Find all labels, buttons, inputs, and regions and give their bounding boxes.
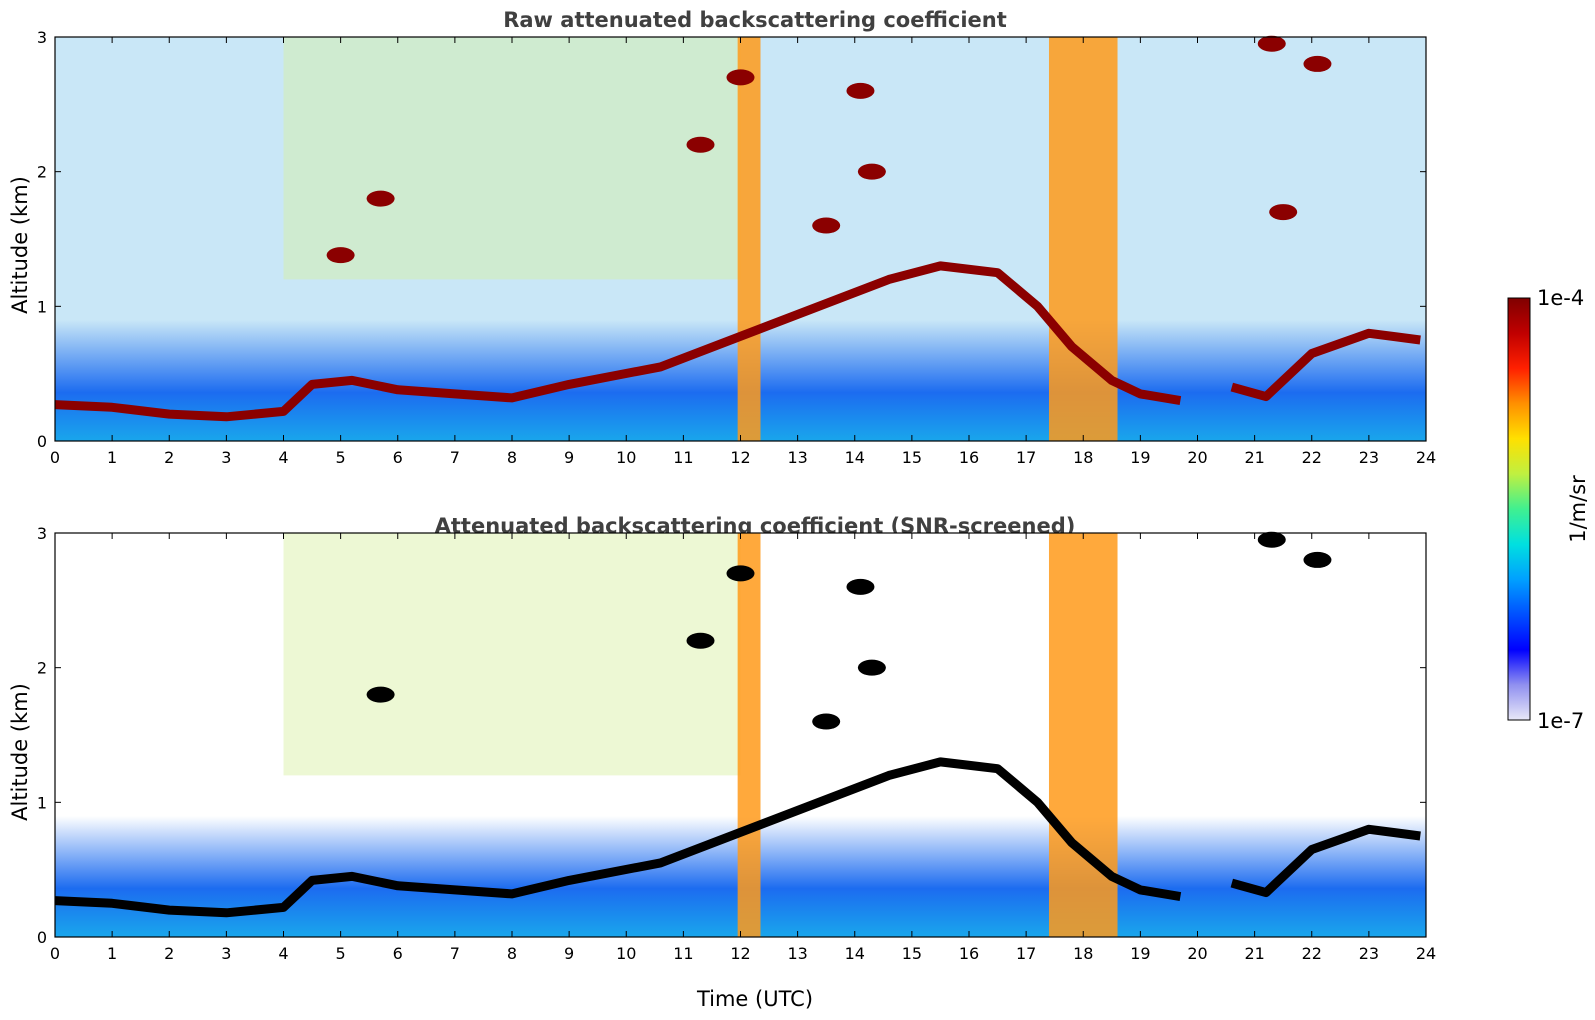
x-tick-label: 10: [616, 944, 636, 963]
x-tick-label: 3: [221, 448, 231, 467]
x-tick-label: 6: [393, 944, 403, 963]
cloud-patch: [366, 686, 395, 703]
x-tick-label: 4: [278, 944, 288, 963]
boundary-layer: [54, 757, 1182, 918]
cloud-patch: [846, 82, 875, 99]
x-tick-label: 21: [1244, 448, 1264, 467]
y-tick-label: 3: [37, 524, 47, 543]
x-tick-label: 4: [278, 448, 288, 467]
x-tick-label: 15: [902, 448, 922, 467]
cloud-patch: [846, 578, 875, 595]
x-tick-label: 1: [107, 944, 117, 963]
y-axis-label: Altitude (km): [8, 683, 32, 821]
x-tick-label: 15: [902, 944, 922, 963]
cloud-patch: [857, 659, 886, 676]
y-tick-label: 2: [37, 659, 47, 678]
y-tick-label: 1: [37, 297, 47, 316]
cloud-patch: [366, 190, 395, 207]
boundary-layer-late: [1230, 824, 1421, 898]
x-axis-label: Time (UTC): [696, 987, 813, 1011]
x-tick-label: 14: [845, 944, 865, 963]
x-tick-label: 6: [393, 448, 403, 467]
y-tick-label: 0: [37, 928, 47, 947]
panel-snr-screened: Attenuated backscattering coefficient (S…: [8, 514, 1436, 1011]
colorbar-label: 1/m/sr: [1566, 475, 1590, 543]
x-tick-label: 23: [1359, 944, 1379, 963]
cloud-patch: [1303, 55, 1332, 72]
y-tick-label: 3: [37, 28, 47, 47]
y-tick-label: 1: [37, 793, 47, 812]
x-tick-label: 8: [507, 448, 517, 467]
boundary-layer: [54, 261, 1182, 422]
x-tick-label: 7: [450, 944, 460, 963]
colorbar-max-label: 1e-4: [1537, 286, 1584, 310]
cloud-patch: [686, 136, 715, 153]
x-tick-label: 21: [1244, 944, 1264, 963]
x-tick-label: 19: [1130, 944, 1150, 963]
x-tick-label: 8: [507, 944, 517, 963]
x-tick-label: 5: [336, 944, 346, 963]
x-tick-label: 13: [787, 944, 807, 963]
x-tick-label: 12: [730, 944, 750, 963]
y-tick-label: 0: [37, 432, 47, 451]
x-tick-label: 19: [1130, 448, 1150, 467]
cloud-patch: [686, 632, 715, 649]
aerosol-region: [283, 533, 741, 776]
x-tick-label: 2: [164, 448, 174, 467]
x-tick-label: 3: [221, 944, 231, 963]
x-tick-label: 1: [107, 448, 117, 467]
x-tick-label: 17: [1016, 944, 1036, 963]
aerosol-region: [283, 37, 741, 280]
x-tick-label: 9: [564, 944, 574, 963]
y-tick-label: 2: [37, 163, 47, 182]
y-axis-label: Altitude (km): [8, 176, 32, 314]
x-tick-label: 20: [1187, 944, 1207, 963]
x-tick-label: 14: [845, 448, 865, 467]
cloud-patch: [812, 217, 841, 234]
x-tick-label: 2: [164, 944, 174, 963]
x-tick-label: 23: [1359, 448, 1379, 467]
cloud-patch: [812, 713, 841, 730]
precip-column: [737, 37, 761, 441]
plot-area: 0 1 2 3 4 5 6 7 8 9 10 11 12 13 14 15 16 17 18 19 20 21 22 23 24…: [37, 524, 1436, 963]
cloud-patch: [1303, 551, 1332, 568]
x-tick-label: 17: [1016, 448, 1036, 467]
x-tick-label: 9: [564, 448, 574, 467]
x-tick-label: 0: [50, 448, 60, 467]
x-tick-label: 22: [1302, 944, 1322, 963]
x-tick-label: 18: [1073, 448, 1093, 467]
x-tick-label: 12: [730, 448, 750, 467]
cloud-patch: [857, 163, 886, 180]
x-tick-label: 7: [450, 448, 460, 467]
x-tick-label: 11: [673, 944, 693, 963]
panel-title: Raw attenuated backscattering coefficien…: [503, 8, 1007, 32]
x-tick-label: 24: [1416, 944, 1436, 963]
cloud-patch: [1257, 35, 1286, 52]
cloud-patch: [726, 565, 755, 582]
x-tick-label: 11: [673, 448, 693, 467]
precip-column: [737, 533, 761, 937]
boundary-layer-late: [1230, 328, 1421, 402]
x-tick-label: 20: [1187, 448, 1207, 467]
colorbar-gradient: [1507, 297, 1531, 721]
cloud-patch: [726, 69, 755, 86]
cloud-patch: [326, 247, 355, 264]
colorbar: 1e-4 1e-7 1/m/sr: [1507, 286, 1590, 733]
panel-raw: Raw attenuated backscattering coefficien…: [8, 8, 1436, 467]
x-tick-label: 22: [1302, 448, 1322, 467]
x-tick-label: 13: [787, 448, 807, 467]
x-tick-label: 18: [1073, 944, 1093, 963]
plot-area: 0 1 2 3 4 5 6 7 8 9 10 11 12 13 14 15 16 17 18 19 20 21 22 23 24…: [37, 28, 1436, 467]
x-tick-label: 10: [616, 448, 636, 467]
x-tick-label: 5: [336, 448, 346, 467]
x-tick-label: 24: [1416, 448, 1436, 467]
x-tick-label: 16: [959, 448, 979, 467]
x-tick-label: 0: [50, 944, 60, 963]
colorbar-min-label: 1e-7: [1537, 709, 1584, 733]
cloud-patch: [1257, 531, 1286, 548]
x-tick-label: 16: [959, 944, 979, 963]
cloud-patch: [1269, 204, 1298, 221]
